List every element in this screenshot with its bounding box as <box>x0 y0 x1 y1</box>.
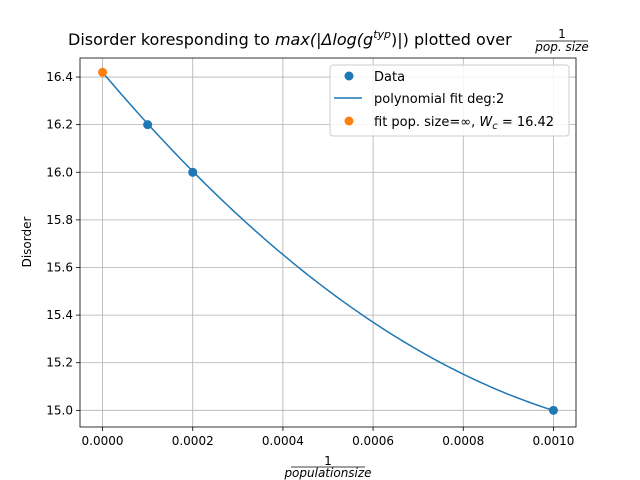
chart-title: Disorder koresponding to max(|Δlog(gtyp)… <box>68 28 512 49</box>
data-point <box>548 405 558 415</box>
y-tick-label: 16.0 <box>46 165 73 179</box>
legend-marker-data <box>344 71 354 81</box>
chart-title-frac-num: 1 <box>558 27 566 41</box>
legend: Data polynomial fit deg:2 fit pop. size=… <box>329 64 570 137</box>
chart-title-fraction: 1 pop. size <box>534 27 588 54</box>
legend-label-infinite-sub: c <box>492 121 498 132</box>
chart-title-sup: typ <box>373 28 391 41</box>
chart-title-math-end: )|) <box>391 30 409 49</box>
legend-marker-infinite <box>344 116 354 126</box>
legend-label-infinite-name: fit pop. size=∞, <box>374 115 479 130</box>
legend-label-infinite-tail: = 16.42 <box>498 115 554 130</box>
y-tick-label: 15.8 <box>46 213 73 227</box>
x-axis-label-den: populationsize <box>283 466 371 480</box>
infinite-size-point <box>98 67 108 77</box>
x-axis-label-num: 1 <box>324 454 332 468</box>
chart-title-mid: plotted over <box>409 30 512 49</box>
y-tick-label: 16.4 <box>46 70 73 84</box>
fit-line <box>101 71 554 412</box>
x-tick-label: 0.0008 <box>442 434 484 448</box>
fit-line-group <box>101 71 554 412</box>
legend-label-data: Data <box>374 70 405 85</box>
data-points <box>98 67 558 415</box>
y-tick-label: 15.6 <box>46 260 73 274</box>
data-point <box>188 167 198 177</box>
x-tick-label: 0.0010 <box>532 434 574 448</box>
x-tick-label: 0.0002 <box>172 434 214 448</box>
legend-label-fit: polynomial fit deg:2 <box>374 92 504 107</box>
y-axis-label: Disorder <box>20 217 34 268</box>
x-axis-label: 1 populationsize <box>283 454 371 480</box>
chart-title-prefix: Disorder koresponding to <box>68 30 275 49</box>
y-axis: 15.0 15.2 15.4 15.6 15.8 16.0 16.2 16.4 <box>46 70 80 417</box>
y-tick-label: 15.0 <box>46 403 73 417</box>
legend-label-infinite: fit pop. size=∞, Wc = 16.42 <box>374 115 554 132</box>
x-tick-label: 0.0006 <box>352 434 394 448</box>
legend-box <box>329 64 570 137</box>
y-tick-label: 16.2 <box>46 118 73 132</box>
plot-frame <box>79 57 577 428</box>
y-tick-label: 15.2 <box>46 356 73 370</box>
chart-title-frac-den: pop. size <box>534 40 588 54</box>
chart-title-math: max(|Δlog(g <box>275 30 373 49</box>
legend-label-infinite-math: W <box>479 115 493 130</box>
x-tick-label: 0.0004 <box>262 434 304 448</box>
data-point <box>143 120 153 130</box>
y-tick-label: 15.4 <box>46 308 73 322</box>
x-tick-label: 0.0000 <box>82 434 124 448</box>
x-axis: 0.0000 0.0002 0.0004 0.0006 0.0008 0.0010 <box>82 427 574 448</box>
